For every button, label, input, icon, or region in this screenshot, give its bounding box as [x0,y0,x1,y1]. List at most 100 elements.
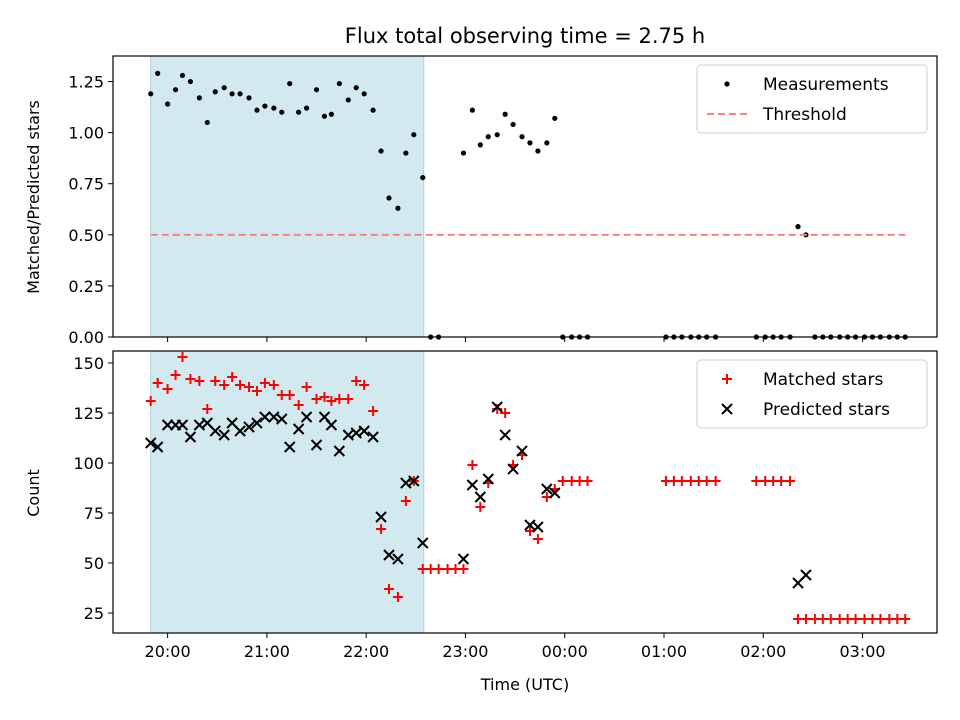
y-tick-label: 125 [73,404,104,423]
x-tick-label: 22:00 [343,642,389,661]
matched-stars-point [900,614,911,624]
matched-stars-point [152,378,163,388]
matched-stars-point [392,592,403,602]
measurements-point [187,78,194,85]
predicted-stars-point [292,423,305,435]
matched-stars-point [400,496,411,506]
matched-stars-point [582,476,593,486]
measurements-point [494,132,500,138]
matched-stars-point [251,386,262,396]
y-tick-label: 50 [84,554,104,573]
bottom-y-axis-label: Count [24,469,43,517]
x-tick-label: 01:00 [641,642,687,661]
matched-stars-point [368,406,379,416]
predicted-stars-point [507,463,519,475]
y-tick-label: 1.00 [68,124,104,143]
matched-stars-point [701,476,712,486]
matched-stars-point [343,394,354,404]
matched-stars-point [800,614,811,624]
measurements-point [321,113,328,119]
y-tick-label: 100 [73,454,104,473]
matched-stars-point [500,408,511,418]
x-tick-label: 23:00 [442,642,488,661]
measurements-point [370,107,376,113]
predicted-stars-point [218,429,230,441]
measurements-point [460,150,467,156]
predicted-stars-point [284,441,296,453]
measurements-point [328,111,335,117]
measurements-point [510,121,516,128]
measurements-point [552,115,558,121]
top-panel-matched-ratio: 0.00 0.25 0.50 0.75 1.00 1.25 Measurements Thre… [68,55,938,347]
matched-stars-point [284,390,295,400]
matched-stars-point [293,400,304,410]
measurements-point [361,91,367,97]
predicted-stars-point [466,479,479,491]
matched-stars-point [170,370,181,380]
matched-stars-point [185,374,196,384]
matched-stars-point [311,394,322,404]
legend-marker [722,374,732,384]
matched-stars-point [145,396,156,406]
predicted-stars-point [145,437,157,449]
matched-stars-point [751,476,762,486]
predicted-stars-point [408,475,420,487]
predicted-stars-point [417,537,429,549]
x-tick-label: 03:00 [839,642,885,661]
matched-stars-point [467,460,478,470]
shaded-observing-span [150,55,425,338]
x-tick-label: 02:00 [740,642,786,661]
matched-stars-point [532,534,543,544]
legend-label: Threshold [762,105,847,125]
matched-stars-point [376,524,387,534]
matched-stars-point [710,476,721,486]
y-tick-label: 1.25 [68,73,104,92]
predicted-stars-point [482,473,494,485]
top-y-axis-label: Matched/Predicted stars [24,100,43,294]
predicted-stars-point [276,413,288,425]
measurements-point [519,134,525,140]
matched-stars-point [458,564,469,574]
predicted-stars-point [474,491,487,503]
measurements-point [172,87,179,93]
matched-stars-point [557,476,568,486]
measurements-point [485,134,491,140]
matched-stars-point [351,376,362,386]
predicted-stars-point [300,411,313,423]
measurements-point [196,95,202,101]
measurements-point [502,111,508,117]
predicted-stars-point [310,439,323,451]
x-axis-label: Time (UTC) [480,675,569,694]
predicted-stars-point [383,549,395,561]
matched-stars-point [433,564,444,574]
y-tick-label: 0.50 [68,226,104,245]
matched-stars-point [334,394,345,404]
matched-stars-point [785,476,796,486]
measurements-point [303,105,310,111]
predicted-stars-point [325,419,338,431]
y-tick-label: 25 [84,604,104,623]
predicted-stars-point [499,429,511,441]
measurements-point [165,101,171,107]
y-tick-label: 75 [84,504,104,523]
predicted-stars-point [375,511,387,523]
matched-stars-point [301,382,312,392]
predicted-stars-point [549,487,561,499]
measurements-point [353,85,359,91]
matched-stars-point [227,372,238,382]
matched-stars-point [359,380,370,390]
bottom-panel-star-counts: 25 50 75 100 125 150 20:00 21:00 22:00 23:00 00:00… [73,350,938,661]
legend-marker [724,81,730,87]
predicted-stars-point [176,419,189,431]
matched-stars-point [244,382,255,392]
measurements-point [535,148,541,154]
measurements-point [469,107,475,113]
measurements-point [237,91,243,97]
measurements-point [212,89,218,95]
matched-stars-point [825,614,836,624]
measurements-point [477,142,483,148]
measurements-point [420,174,426,181]
shaded-observing-span [150,350,425,634]
measurements-point [229,91,235,97]
